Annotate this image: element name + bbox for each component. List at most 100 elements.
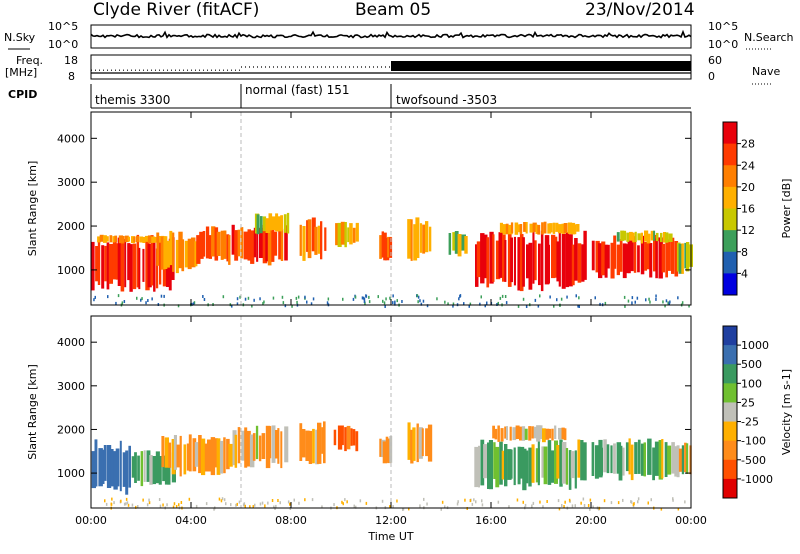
power-blob-2-stripe	[178, 231, 183, 269]
power-blob-2-stripe	[172, 232, 175, 272]
vel-speckle	[622, 498, 624, 502]
power-speckle	[604, 301, 607, 305]
vel-blob-11-stripe	[684, 442, 687, 473]
vel-blob-8-stripe	[474, 446, 479, 488]
power-blob-14-stripe	[655, 232, 659, 242]
power-blob-5-stripe	[283, 214, 287, 233]
vel-blob-8-stripe	[522, 448, 527, 491]
power-speckle	[247, 296, 250, 300]
vel-blob-9-stripe	[506, 426, 508, 440]
vel-blob-2-stripe	[216, 438, 221, 475]
power-blob-0-stripe	[155, 248, 159, 289]
power-blob-3-stripe	[220, 230, 224, 260]
power-blob-12-stripe	[573, 224, 577, 235]
power-blob-0-stripe	[138, 247, 141, 290]
vel-blob-8-stripe	[537, 439, 540, 486]
power-speckle	[222, 295, 225, 299]
power-blob-5-stripe	[272, 216, 277, 230]
vel-speckle	[684, 500, 686, 504]
vel-speckle	[277, 499, 279, 502]
power-blob-12-stripe	[541, 222, 544, 235]
power-blob-1-stripe	[127, 236, 130, 242]
vel-blob-2-stripe	[176, 444, 180, 468]
power-speckle	[145, 301, 147, 305]
power-speckle	[383, 301, 386, 305]
power-blob-11-stripe	[517, 237, 520, 291]
power-blob-14-stripe	[664, 232, 669, 243]
power-blob-13-stripe	[598, 243, 603, 279]
vel-blob-4-stripe	[312, 428, 315, 464]
vel-speckle	[440, 507, 442, 511]
power-speckle	[368, 300, 371, 304]
power-colorbar-bin	[723, 186, 737, 209]
power-blob-11-stripe	[548, 244, 550, 284]
power-ylabel: Slant Range [km]	[26, 161, 39, 257]
power-speckle	[669, 300, 671, 304]
power-blob-11-stripe	[561, 233, 566, 289]
vel-speckle	[381, 499, 384, 503]
vel-speckle	[123, 502, 126, 506]
power-speckle	[191, 302, 193, 306]
vel-speckle	[110, 502, 113, 506]
power-speckle	[623, 295, 626, 299]
power-blob-11-stripe	[507, 233, 512, 287]
vel-speckle	[342, 502, 344, 506]
power-blob-0-stripe	[127, 243, 131, 281]
vel-blob-2-stripe	[207, 439, 211, 472]
power-speckle	[549, 295, 551, 299]
power-speckle	[504, 295, 507, 298]
vel-speckle	[582, 497, 585, 501]
vel-blob-1-stripe	[164, 456, 169, 485]
power-blob-12-stripe	[523, 222, 527, 232]
power-blob-11-stripe	[502, 234, 506, 282]
vel-speckle	[244, 504, 246, 508]
power-blob-9-stripe	[407, 219, 412, 259]
power-blob-0-stripe	[106, 242, 110, 290]
power-blob-13-stripe	[613, 235, 617, 269]
vel-speckle	[580, 501, 582, 505]
power-blob-9-stripe	[425, 221, 429, 253]
vel-blob-3-stripe	[237, 427, 241, 464]
vel-blob-3-stripe	[246, 430, 251, 467]
power-blob-2-stripe	[160, 236, 165, 270]
power-speckle	[342, 297, 344, 301]
power-blob-1-stripe	[114, 235, 118, 242]
power-speckle	[681, 301, 684, 305]
vel-blob-9-stripe	[492, 425, 495, 439]
power-blob-3-stripe	[199, 231, 204, 259]
vel-blob-10-stripe	[622, 447, 625, 476]
power-blob-13-stripe	[655, 238, 658, 279]
power-blob-11-stripe	[480, 233, 485, 284]
power-blob-6-stripe	[306, 220, 309, 252]
power-blob-11-stripe	[495, 240, 501, 280]
power-blob-11-stripe	[574, 238, 578, 281]
vel-speckle	[346, 500, 348, 504]
vel-speckle	[104, 499, 106, 503]
power-blob-2-stripe	[181, 239, 185, 272]
vel-blob-9-stripe	[528, 426, 532, 441]
vel-colorbar-tick-label: 1000	[741, 339, 769, 352]
power-speckle	[244, 297, 247, 301]
vel-blob-7-stripe	[416, 423, 419, 463]
vel-speckle	[172, 505, 175, 509]
nsearch-label: N.Search	[744, 31, 794, 44]
power-speckle	[655, 294, 657, 298]
power-speckle	[291, 304, 293, 308]
power-blob-6-stripe	[311, 217, 316, 252]
power-colorbar-tick-label: 20	[741, 181, 755, 194]
power-blob-5-stripe	[256, 214, 260, 235]
vel-blob-9-stripe	[497, 425, 500, 442]
power-colorbar-bin	[723, 230, 737, 253]
noise-left-tick-bottom: 10^0	[48, 38, 79, 51]
power-blob-3-stripe	[214, 227, 219, 261]
vel-speckle	[254, 503, 256, 507]
power-blob-12-stripe	[571, 222, 576, 235]
power-blob-3-stripe	[202, 231, 206, 257]
power-blob-13-stripe	[619, 239, 623, 272]
power-blob-3-stripe	[208, 235, 212, 259]
vel-blob-2-stripe	[194, 442, 199, 467]
power-blob-11-stripe	[492, 234, 495, 282]
power-blob-4-stripe	[258, 227, 264, 258]
power-blob-2-stripe	[191, 237, 196, 268]
power-speckle	[631, 296, 634, 300]
